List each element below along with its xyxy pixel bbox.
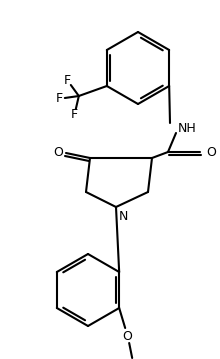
Text: O: O xyxy=(53,146,63,159)
Text: N: N xyxy=(119,210,128,223)
Text: O: O xyxy=(122,330,132,342)
Text: F: F xyxy=(70,107,77,121)
Text: O: O xyxy=(206,145,216,159)
Text: F: F xyxy=(55,93,62,106)
Text: F: F xyxy=(63,74,70,87)
Text: NH: NH xyxy=(178,121,197,135)
